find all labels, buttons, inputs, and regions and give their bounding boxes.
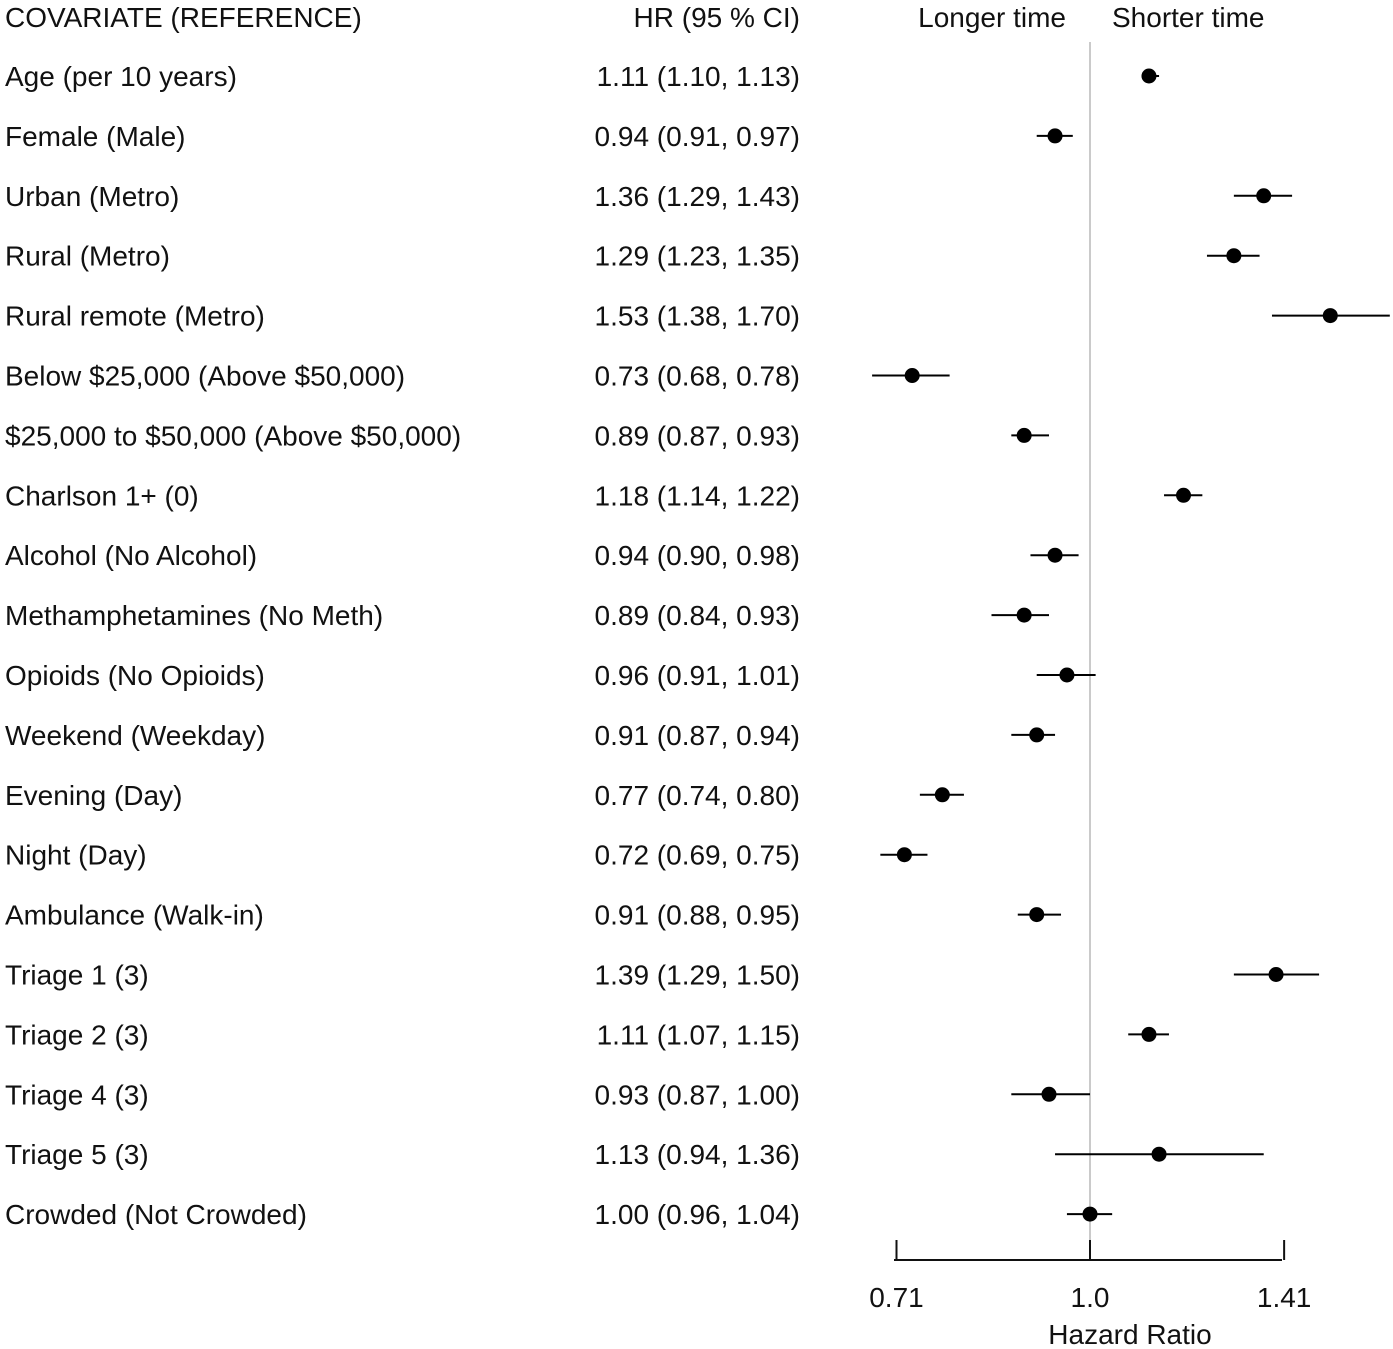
row-label: Triage 4 (3) — [5, 1079, 149, 1110]
forest-row: Alcohol (No Alcohol) 0.94 (0.90, 0.98) — [5, 540, 1079, 571]
hr-point — [1029, 727, 1045, 743]
hr-point — [934, 787, 950, 803]
row-label: Crowded (Not Crowded) — [5, 1199, 307, 1230]
hr-point — [1041, 1086, 1057, 1102]
shorter-time-label: Shorter time — [1112, 2, 1265, 33]
row-hr-ci: 0.72 (0.69, 0.75) — [595, 840, 800, 871]
forest-row: Triage 2 (3) 1.11 (1.07, 1.15) — [5, 1019, 1169, 1050]
rows-group: Age (per 10 years) 1.11 (1.10, 1.13) Femal… — [5, 61, 1390, 1230]
row-hr-ci: 0.73 (0.68, 0.78) — [595, 361, 800, 392]
row-hr-ci: 1.53 (1.38, 1.70) — [595, 301, 800, 332]
row-label: Urban (Metro) — [5, 181, 179, 212]
row-label: Weekend (Weekday) — [5, 720, 265, 751]
forest-row: Night (Day) 0.72 (0.69, 0.75) — [5, 840, 928, 871]
row-hr-ci: 0.94 (0.90, 0.98) — [595, 540, 800, 571]
row-label: Triage 1 (3) — [5, 960, 149, 991]
row-label: Evening (Day) — [5, 780, 182, 811]
row-hr-ci: 0.93 (0.87, 1.00) — [595, 1079, 800, 1110]
forest-row: Age (per 10 years) 1.11 (1.10, 1.13) — [5, 61, 1160, 92]
forest-row: Urban (Metro) 1.36 (1.29, 1.43) — [5, 181, 1293, 212]
hr-point — [1082, 1206, 1098, 1222]
hr-point — [1141, 1026, 1157, 1042]
hr-point — [1059, 667, 1075, 683]
row-label: Rural (Metro) — [5, 241, 170, 272]
row-label: Female (Male) — [5, 121, 185, 152]
forest-row: Crowded (Not Crowded) 1.00 (0.96, 1.04) — [5, 1199, 1113, 1230]
hr-point — [1268, 967, 1284, 982]
x-axis-title: Hazard Ratio — [1048, 1319, 1211, 1349]
row-label: Ambulance (Walk-in) — [5, 900, 264, 931]
hr-point — [1047, 128, 1063, 144]
forest-row: Evening (Day) 0.77 (0.74, 0.80) — [5, 780, 964, 811]
forest-row: Charlson 1+ (0) 1.18 (1.14, 1.22) — [5, 480, 1203, 511]
hr-point — [1256, 188, 1272, 204]
row-hr-ci: 0.89 (0.87, 0.93) — [595, 420, 800, 451]
hr-point — [1151, 1146, 1167, 1162]
x-tick-label: 1.0 — [1071, 1282, 1110, 1313]
forest-row: Triage 1 (3) 1.39 (1.29, 1.50) — [5, 960, 1320, 991]
row-hr-ci: 1.39 (1.29, 1.50) — [595, 960, 800, 991]
forest-row: Triage 4 (3) 0.93 (0.87, 1.00) — [5, 1079, 1090, 1110]
row-label: Alcohol (No Alcohol) — [5, 540, 257, 571]
row-label: Charlson 1+ (0) — [5, 480, 199, 511]
forest-row: Triage 5 (3) 1.13 (0.94, 1.36) — [5, 1139, 1264, 1170]
row-label: Opioids (No Opioids) — [5, 660, 265, 691]
row-hr-ci: 1.29 (1.23, 1.35) — [595, 241, 800, 272]
row-hr-ci: 1.11 (1.10, 1.13) — [597, 61, 800, 92]
row-label: Rural remote (Metro) — [5, 301, 265, 332]
hr-point — [1141, 68, 1157, 84]
forest-row: $25,000 to $50,000 (Above $50,000) 0.89 (… — [5, 420, 1049, 451]
row-hr-ci: 0.77 (0.74, 0.80) — [595, 780, 800, 811]
forest-row: Rural remote (Metro) 1.53 (1.38, 1.70) — [5, 301, 1390, 332]
row-label: Below $25,000 (Above $50,000) — [5, 361, 405, 392]
hr-point — [1029, 907, 1045, 923]
forest-row: Ambulance (Walk-in) 0.91 (0.88, 0.95) — [5, 900, 1062, 931]
forest-row: Weekend (Weekday) 0.91 (0.87, 0.94) — [5, 720, 1056, 751]
hr-ci-header: HR (95 % CI) — [634, 2, 800, 33]
forest-row: Below $25,000 (Above $50,000) 0.73 (0.68,… — [5, 361, 950, 392]
row-hr-ci: 1.13 (0.94, 1.36) — [595, 1139, 800, 1170]
longer-time-label: Longer time — [918, 2, 1066, 33]
row-label: Triage 2 (3) — [5, 1019, 149, 1050]
row-hr-ci: 0.91 (0.88, 0.95) — [595, 900, 800, 931]
row-hr-ci: 1.18 (1.14, 1.22) — [595, 480, 800, 511]
row-hr-ci: 0.96 (0.91, 1.01) — [595, 660, 800, 691]
row-hr-ci: 1.11 (1.07, 1.15) — [597, 1019, 800, 1050]
hr-point — [1176, 487, 1192, 503]
row-label: Age (per 10 years) — [5, 61, 237, 92]
row-label: Triage 5 (3) — [5, 1139, 149, 1170]
x-tick-label: 1.41 — [1257, 1282, 1312, 1313]
row-hr-ci: 1.00 (0.96, 1.04) — [595, 1199, 800, 1230]
x-axis: 0.71 1.0 1.41 — [869, 1240, 1311, 1313]
forest-row: Opioids (No Opioids) 0.96 (0.91, 1.01) — [5, 660, 1096, 691]
forest-row: Methamphetamines (No Meth) 0.89 (0.84, 0.… — [5, 600, 1049, 631]
row-label: Night (Day) — [5, 840, 147, 871]
covariate-header: COVARIATE (REFERENCE) — [5, 2, 362, 33]
hr-point — [1047, 547, 1063, 563]
row-hr-ci: 0.91 (0.87, 0.94) — [595, 720, 800, 751]
hr-point — [1016, 607, 1032, 623]
row-label: $25,000 to $50,000 (Above $50,000) — [5, 420, 461, 451]
forest-row: Rural (Metro) 1.29 (1.23, 1.35) — [5, 241, 1260, 272]
hr-point — [896, 847, 912, 863]
hr-point — [1016, 427, 1032, 443]
hr-point — [904, 368, 920, 383]
row-label: Methamphetamines (No Meth) — [5, 600, 383, 631]
row-hr-ci: 1.36 (1.29, 1.43) — [595, 181, 800, 212]
row-hr-ci: 0.94 (0.91, 0.97) — [595, 121, 800, 152]
forest-row: Female (Male) 0.94 (0.91, 0.97) — [5, 121, 1073, 152]
hr-point — [1322, 308, 1338, 324]
x-tick-label: 0.71 — [869, 1282, 924, 1313]
row-hr-ci: 0.89 (0.84, 0.93) — [595, 600, 800, 631]
hr-point — [1226, 248, 1242, 264]
